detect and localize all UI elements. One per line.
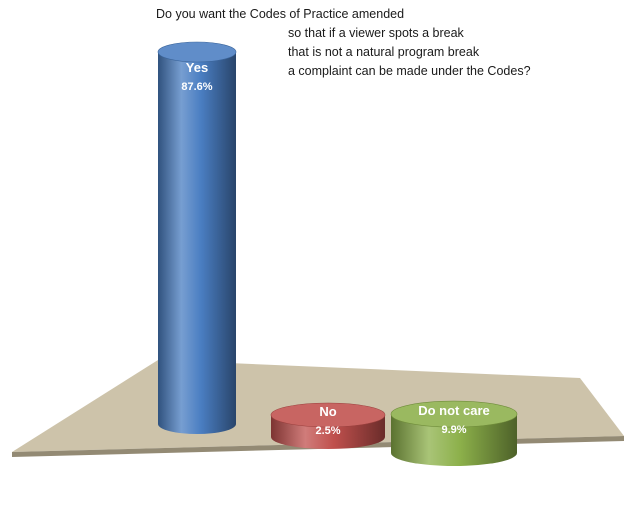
chart-title-line-1: Do you want the Codes of Practice amende… [156, 7, 405, 21]
bar-top-cap [270, 402, 386, 428]
bar-top-cap [390, 400, 518, 428]
bar-value-label: 9.9% [441, 424, 466, 436]
bar-value-label: 87.6% [181, 81, 212, 93]
bar-value-label: 2.5% [315, 425, 340, 437]
chart-title-line-2: so that if a viewer spots a break [288, 26, 464, 40]
bar-category-label: Do not care [418, 403, 490, 418]
bar-yes: Yes 87.6% [157, 41, 237, 434]
chart-title-line-4: a complaint can be made under the Codes? [288, 64, 531, 78]
chart-bars: Yes 87.6% No 2.5% Do not care 9.9% [157, 41, 518, 466]
bar-no: No 2.5% [270, 402, 386, 449]
bar-category-label: No [319, 404, 336, 419]
bar-body [158, 52, 236, 434]
bar-body [391, 414, 517, 466]
bar-top-cap [157, 41, 237, 63]
bar-do-not-care: Do not care 9.9% [390, 400, 518, 466]
bar-category-label: Yes [186, 60, 208, 75]
chart-title-line-3: that is not a natural program break [288, 45, 480, 59]
